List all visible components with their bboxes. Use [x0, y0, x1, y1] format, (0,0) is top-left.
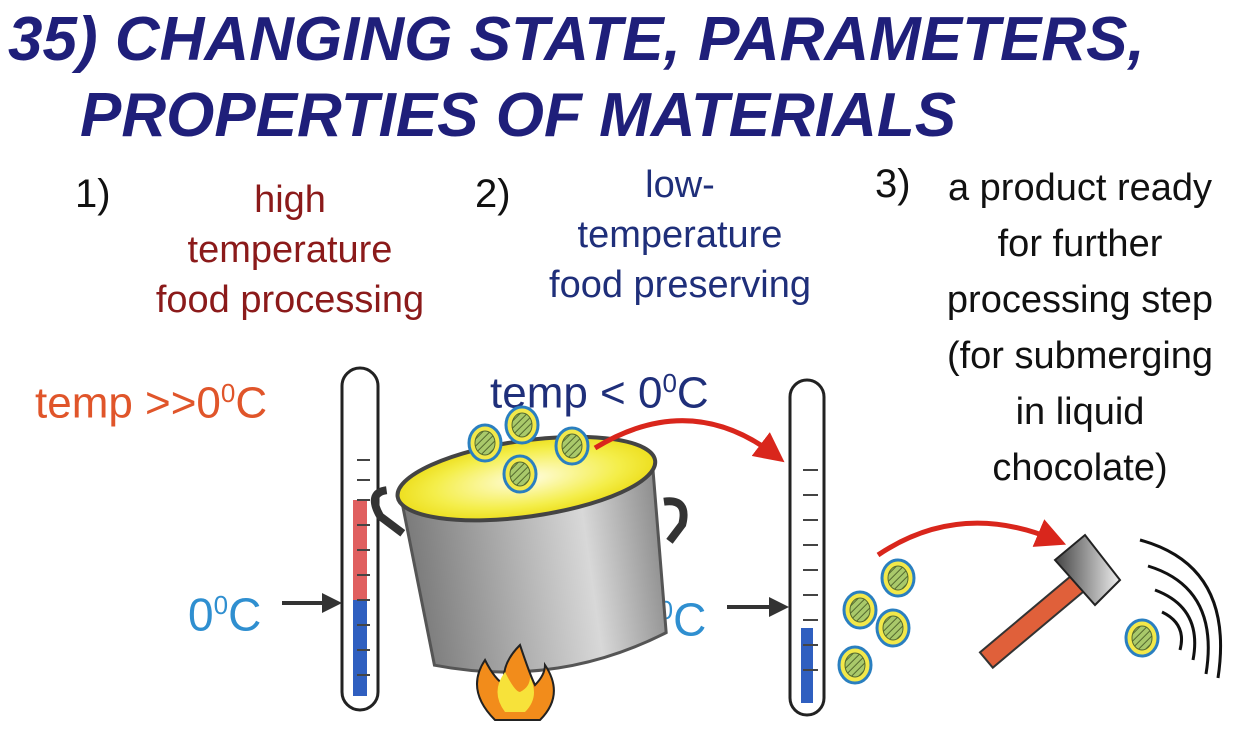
pea-icon — [837, 645, 873, 685]
pea-icon — [880, 558, 916, 598]
pot-icon — [370, 434, 688, 674]
pea-icon — [504, 405, 540, 445]
step-2-number: 2) — [475, 172, 511, 216]
pea-icon — [502, 454, 538, 494]
hammer-icon — [978, 533, 1122, 670]
step-3-label: a product ready for further processing s… — [915, 160, 1245, 496]
page-title-line-1: 35) CHANGING STATE, PARAMETERS, — [8, 5, 1145, 74]
thermometer-icon — [788, 378, 826, 717]
page-title-line-2: PROPERTIES OF MATERIALS — [80, 81, 957, 150]
step-1-line-1: high — [254, 179, 326, 221]
pea-icon — [842, 590, 878, 630]
step-3-line-3: processing step — [946, 279, 1214, 321]
zero-celsius-left-label: 00C — [188, 588, 262, 641]
pea-icon — [554, 426, 590, 466]
step-3-line-5: in liquid — [1015, 391, 1145, 433]
step-2-label: low- temperature food preserving — [520, 160, 840, 310]
thermometer-icon — [340, 366, 380, 712]
curved-arrow-icon — [876, 519, 1067, 558]
step-2-line-1: low- — [645, 164, 715, 206]
step-1-line-2: temperature — [187, 229, 393, 271]
pea-icon — [875, 608, 911, 648]
flame-icon — [476, 643, 555, 721]
step-2-line-3: food preserving — [549, 264, 811, 306]
step-1-line-3: food processing — [155, 279, 425, 321]
temp-high-label: temp >>00C — [35, 378, 268, 428]
pea-icon — [1124, 618, 1160, 658]
step-2-line-2: temperature — [577, 214, 783, 256]
step-3-number: 3) — [875, 162, 911, 206]
step-3-line-1: a product ready — [947, 167, 1213, 209]
step-1-label: high temperature food processing — [120, 175, 460, 325]
sound-wave-icon — [1139, 538, 1223, 679]
step-3-line-2: for further — [997, 223, 1163, 265]
step-3-line-4: (for submerging — [946, 335, 1214, 377]
curved-arrow-icon — [593, 418, 785, 463]
step-1-number: 1) — [75, 172, 111, 216]
pea-icon — [467, 423, 503, 463]
step-3-line-6: chocolate) — [992, 447, 1168, 489]
